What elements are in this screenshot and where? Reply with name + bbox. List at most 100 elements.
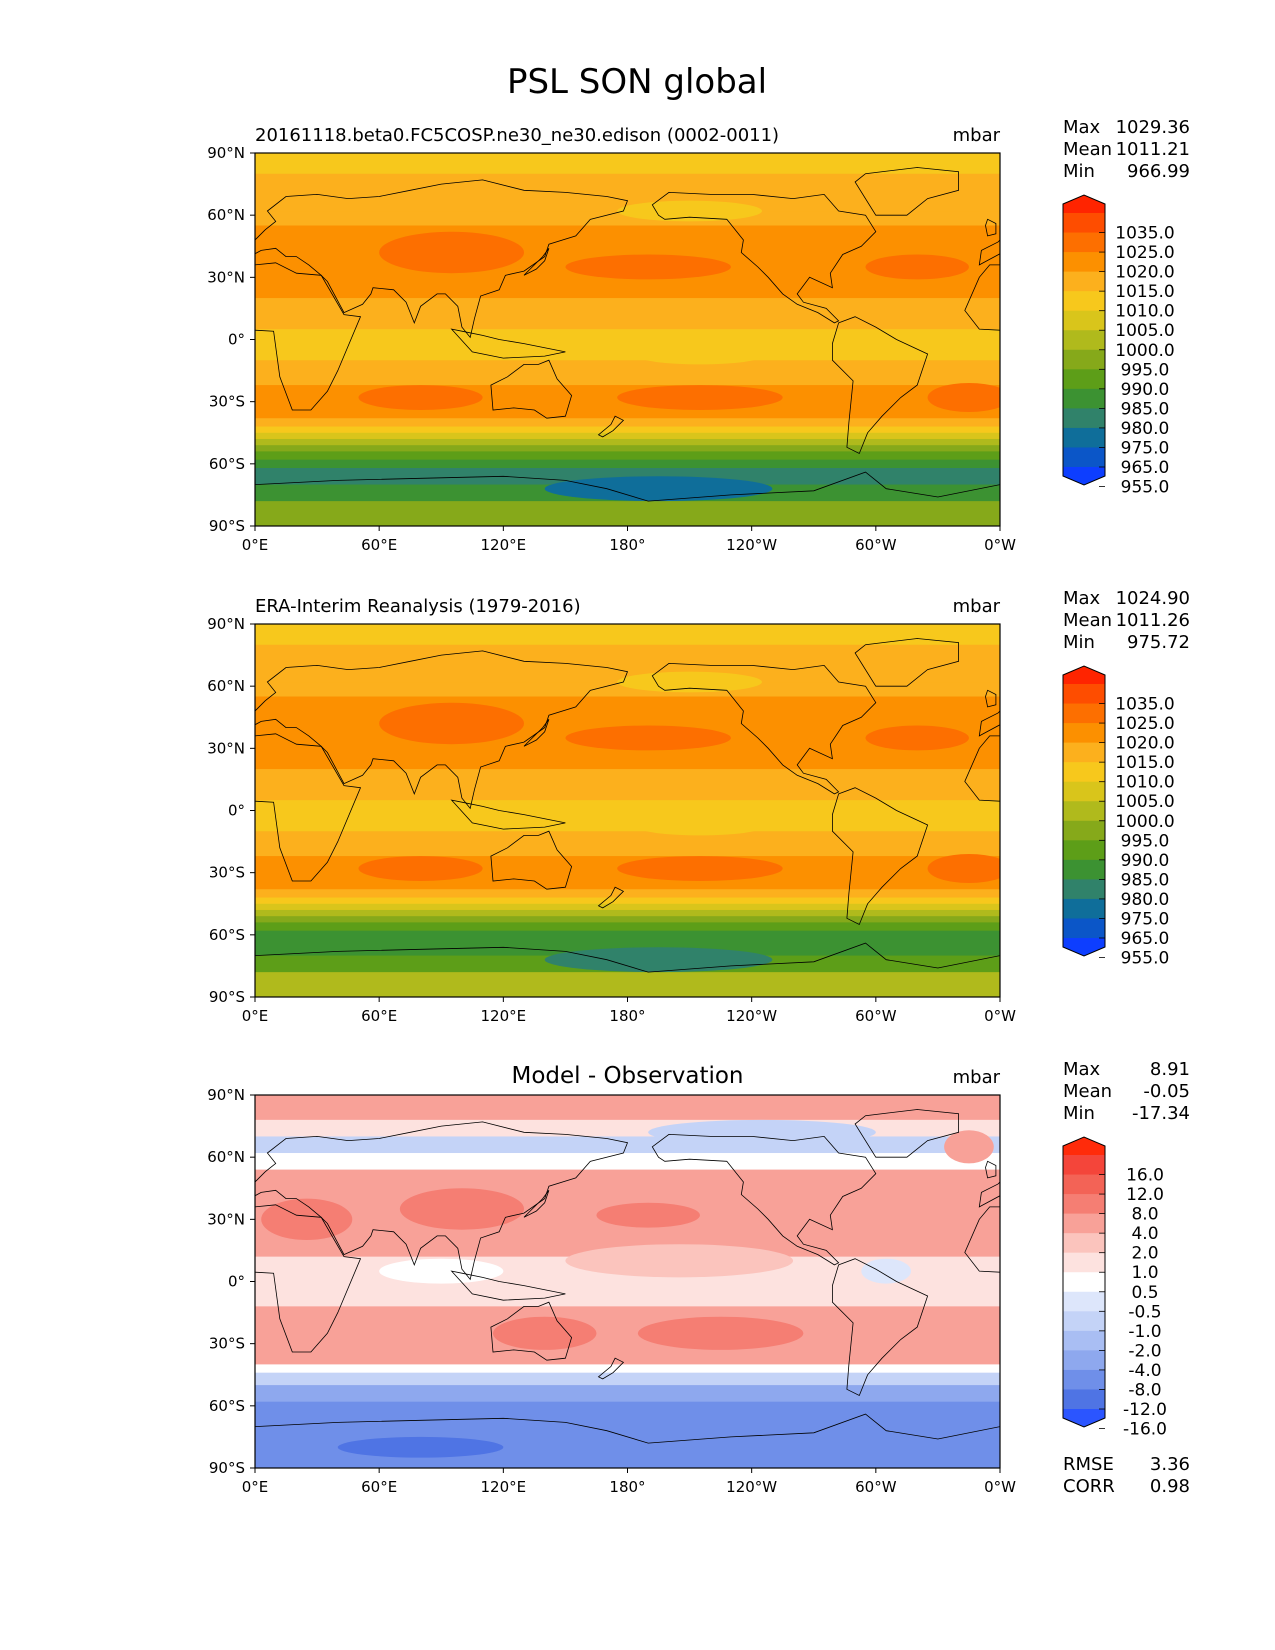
field-band: [255, 329, 1000, 361]
colorbar-tick-label: 990.0: [1121, 851, 1170, 871]
colorbar-segment: [1063, 427, 1105, 449]
field-anomaly: [617, 856, 783, 881]
coastline: [854, 638, 959, 687]
stat-max-label: Max: [1063, 117, 1101, 138]
lat-tick-label: 30°S: [209, 1335, 245, 1353]
colorbar-segment: [1063, 1233, 1105, 1254]
stat-min-label: Min: [1063, 161, 1095, 182]
colorbar-segment: [1063, 1311, 1105, 1332]
field-band: [255, 696, 1000, 729]
lon-tick-label: 120°E: [481, 536, 527, 554]
lat-tick-label: 30°N: [207, 1210, 245, 1228]
colorbar-tick-label: 995.0: [1121, 831, 1170, 851]
lat-tick-label: 30°N: [207, 268, 245, 286]
colorbar-tick-label: 1005.0: [1115, 321, 1174, 341]
field-anomaly: [379, 1258, 504, 1284]
lon-tick-label: 60°E: [361, 1007, 397, 1025]
colorbar-segment: [1063, 369, 1105, 390]
lon-tick-label: 60°E: [361, 536, 397, 554]
colorbar-tick-label: -1.0: [1128, 1322, 1161, 1342]
field-anomaly: [637, 818, 763, 836]
colorbar-tick-label: 1.0: [1131, 1263, 1158, 1283]
coastline: [1197, 800, 1275, 829]
field-band: [255, 459, 1000, 469]
colorbar-tick-label: -2.0: [1128, 1341, 1161, 1361]
stat-rmse-value: 3.36: [1150, 1454, 1190, 1475]
colorbar-tick-label: 1000.0: [1115, 341, 1174, 361]
coastline: [832, 1258, 929, 1397]
colorbar-diff: 16.012.08.04.02.01.00.5-0.5-1.0-2.0-4.0-…: [1062, 1136, 1167, 1440]
figure-title: PSL SON global: [507, 62, 767, 102]
stat-mean-value: 1011.21: [1116, 139, 1190, 160]
colorbar-tick-label: 985.0: [1121, 870, 1170, 890]
lon-tick-label: 0°W: [984, 1478, 1016, 1496]
colorbar-segment: [1063, 1369, 1105, 1391]
field-band: [255, 1385, 1000, 1403]
colorbar-tick-label: 1010.0: [1115, 773, 1174, 793]
colorbar-segment: [1063, 1330, 1105, 1351]
field-anomaly: [648, 1119, 876, 1145]
lat-tick-label: 60°N: [207, 677, 245, 695]
stat-mean-value: -0.05: [1143, 1081, 1190, 1102]
colorbar-extend-max: [1063, 666, 1105, 684]
field-anomaly: [617, 671, 763, 693]
field-band: [255, 153, 1000, 175]
colorbar-segment: [1063, 1291, 1105, 1312]
field-anomaly: [358, 385, 483, 410]
colorbar-tick-label: 995.0: [1121, 360, 1170, 380]
field-anomaly: [617, 385, 783, 410]
field-anomaly: [596, 1202, 700, 1228]
colorbar-tick-label: 1015.0: [1115, 753, 1174, 773]
stat-max-value: 8.91: [1150, 1059, 1190, 1080]
coastline: [597, 1357, 625, 1380]
coastline: [651, 1133, 877, 1266]
coastline: [985, 1160, 997, 1179]
colorbar-segment: [1063, 232, 1105, 253]
field-band: [255, 769, 1000, 801]
lat-tick-label: 90°S: [209, 517, 245, 535]
colorbar-tick-label: 1035.0: [1115, 224, 1174, 244]
coastline: [1269, 248, 1275, 275]
colorbar-tick-label: 1025.0: [1115, 714, 1174, 734]
colorbar-segment: [1063, 330, 1105, 351]
coastline: [255, 262, 362, 411]
colorbar-tick-label: -0.5: [1128, 1302, 1161, 1322]
field-anomaly: [565, 725, 731, 751]
lon-tick-label: 180°: [609, 536, 645, 554]
lon-tick-label: 60°E: [361, 1478, 397, 1496]
stat-max-label: Max: [1063, 588, 1101, 609]
field-band: [255, 1306, 1000, 1365]
field-anomaly: [379, 702, 525, 745]
field-anomaly: [637, 1316, 804, 1350]
stat-min-value: -17.34: [1132, 1103, 1190, 1124]
colorbar-segment: [1063, 859, 1105, 880]
lat-tick-label: 90°N: [207, 144, 245, 162]
lon-tick-label: 120°W: [726, 536, 777, 554]
lat-tick-label: 30°S: [209, 864, 245, 882]
lon-tick-label: 0°W: [984, 536, 1016, 554]
stat-rmse-label: RMSE: [1063, 1454, 1114, 1475]
lon-tick-label: 60°W: [855, 1478, 897, 1496]
colorbar-tick-label: 2.0: [1131, 1244, 1158, 1264]
coastline: [964, 1206, 1000, 1273]
lat-tick-label: 60°S: [209, 926, 245, 944]
colorbar-segment: [1063, 781, 1105, 802]
colorbar-segment: [1063, 898, 1105, 920]
colorbar-segment: [1063, 1389, 1105, 1410]
coastline: [255, 733, 362, 882]
lat-tick-label: 90°S: [209, 988, 245, 1006]
colorbar-segment: [1063, 918, 1105, 939]
field-band: [255, 501, 1000, 526]
lat-tick-label: 30°N: [207, 739, 245, 757]
coastline: [255, 471, 1000, 526]
coastline: [255, 650, 629, 810]
colorbar-tick-label: 955.0: [1121, 949, 1170, 969]
lat-tick-label: 60°N: [207, 206, 245, 224]
lon-tick-label: 180°: [609, 1478, 645, 1496]
colorbar-tick-label: 1000.0: [1115, 812, 1174, 832]
colorbar-tick-label: 990.0: [1121, 380, 1170, 400]
coastline: [1236, 360, 1275, 418]
panel-title: ERA-Interim Reanalysis (1979-2016): [255, 596, 581, 617]
coastline: [985, 689, 997, 708]
